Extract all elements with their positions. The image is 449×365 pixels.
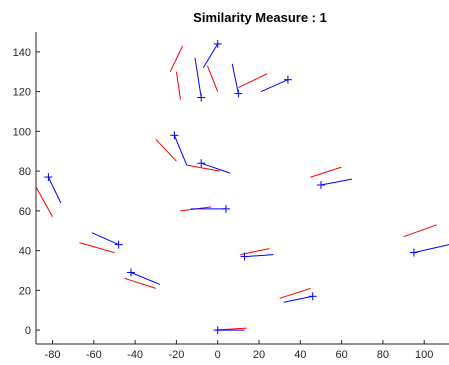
- red-segment-7: [35, 186, 53, 218]
- y-tick-label: 20: [19, 285, 31, 297]
- plus-marker-12: [409, 248, 418, 257]
- red-segment-4: [238, 73, 268, 89]
- x-tick-label: -40: [127, 349, 143, 361]
- plus-marker-8: [316, 181, 325, 190]
- x-tick-label: 80: [377, 349, 389, 361]
- plus-marker-1: [213, 39, 222, 48]
- red-segment-5: [155, 138, 177, 162]
- red-segment-2: [175, 71, 181, 100]
- blue-segment-3: [231, 63, 239, 94]
- plus-marker-3: [234, 89, 243, 98]
- x-tick-label: 20: [253, 349, 265, 361]
- axes: -80 -60 -40 -20 0 20 40 60 80 100 0 20 40 60 80 100 120 1…: [13, 32, 449, 361]
- red-segment-11: [124, 277, 156, 289]
- plus-marker-11: [126, 268, 135, 277]
- y-tick-label: 80: [19, 166, 31, 178]
- chart-title: Similarity Measure : 1: [193, 10, 327, 25]
- y-tick-label: 100: [13, 126, 31, 138]
- y-tick-label: 120: [13, 87, 31, 99]
- red-segment-13: [240, 248, 270, 256]
- red-segment-14: [279, 287, 311, 299]
- x-tick-label: -80: [45, 349, 61, 361]
- plus-marker-4: [283, 75, 292, 84]
- red-segment-6: [186, 164, 220, 172]
- blue-segment-10: [91, 232, 119, 246]
- plus-marker-10: [114, 240, 123, 249]
- red-segment-1: [169, 45, 184, 72]
- blue-segment-12: [413, 244, 449, 254]
- blue-segment-2: [202, 43, 219, 69]
- plus-marker-9: [221, 204, 230, 213]
- plot-area: [35, 39, 449, 335]
- blue-segment-1: [194, 57, 202, 98]
- plus-marker-5: [170, 131, 179, 140]
- y-tick-label: 140: [13, 47, 31, 59]
- red-segment-12: [403, 224, 437, 238]
- y-tick-label: 0: [25, 325, 31, 337]
- plus-marker-15: [213, 326, 222, 335]
- x-tick-label: 0: [215, 349, 221, 361]
- red-segment-3: [206, 65, 219, 92]
- blue-segment-14: [283, 295, 313, 303]
- plus-marker-7: [44, 173, 53, 182]
- x-tick-label: 100: [415, 349, 433, 361]
- blue-segment-8: [320, 178, 352, 186]
- blue-segment-5: [173, 135, 188, 166]
- blue-segment-11: [130, 272, 161, 285]
- blue-segment-7: [47, 176, 62, 204]
- blue-segment-6: [201, 162, 231, 174]
- series-blue: [47, 43, 449, 331]
- x-tick-label: 40: [294, 349, 306, 361]
- plus-marker-2: [197, 93, 206, 102]
- x-tick-label: -20: [168, 349, 184, 361]
- y-tick-label: 40: [19, 246, 31, 258]
- y-tick-label: 60: [19, 206, 31, 218]
- red-segment-8: [310, 166, 342, 178]
- blue-segment-13: [244, 254, 274, 258]
- red-segment-10: [79, 242, 115, 254]
- plus-marker-6: [197, 159, 206, 168]
- series-red: [35, 45, 437, 331]
- plus-marker-14: [308, 292, 317, 301]
- plus-marker-13: [240, 252, 249, 261]
- x-tick-label: -60: [86, 349, 102, 361]
- plus-markers: [44, 39, 418, 335]
- x-tick-label: 60: [335, 349, 347, 361]
- blue-segment-4: [260, 79, 289, 93]
